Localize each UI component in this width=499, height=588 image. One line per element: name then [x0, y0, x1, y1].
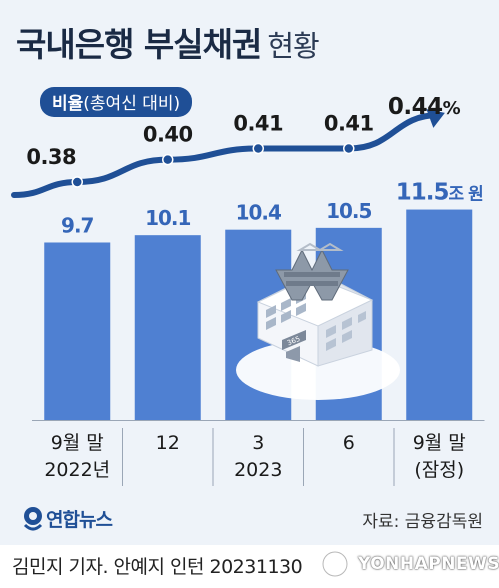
rate-value-label-1: 0.40 [143, 123, 193, 147]
yonhap-logo: 연합뉴스 [22, 503, 44, 533]
bar-value-unit: 조 원 [449, 185, 484, 205]
category-sublabel-4: (잠정) [414, 459, 464, 481]
chart-plot: 365 9.79월 말2022년10.11210.43202310.5611.5… [0, 0, 499, 500]
rate-value-label-3: 0.41 [324, 112, 374, 136]
bar-value-label-3: 10.5 [326, 199, 371, 223]
category-label-3: 6 [343, 432, 355, 454]
rate-value-unit: % [443, 98, 461, 119]
rate-marker-0 [72, 177, 82, 187]
category-label-0: 9월 말 [51, 432, 104, 454]
watermark: YONHAPNEWS [318, 548, 354, 580]
category-sublabel-2: 2023 [234, 459, 282, 481]
yonhap-logo-icon [22, 503, 44, 533]
bar-value-label-1: 10.1 [145, 206, 190, 230]
rate-marker-2 [253, 144, 263, 154]
logo-text: 연합뉴스 [46, 505, 112, 532]
rate-value-label-2: 0.41 [233, 112, 283, 136]
bar-value-label-4: 11.5조 원 [396, 180, 483, 206]
bar-4 [406, 210, 472, 420]
category-label-4: 9월 말 [413, 432, 466, 454]
bar-0 [44, 242, 110, 420]
watermark-logo-icon [318, 548, 354, 580]
category-label-1: 12 [156, 432, 180, 454]
watermark-text: YONHAPNEWS [358, 554, 499, 574]
rate-marker-3 [344, 144, 354, 154]
bar-1 [135, 235, 201, 420]
category-sublabel-0: 2022년 [44, 459, 110, 481]
rate-value-label-4: 0.44% [388, 94, 461, 120]
bar-value-label-2: 10.4 [236, 201, 281, 225]
rate-marker-1 [163, 155, 173, 165]
credit-line: 김민지 기자. 안예지 인턴 20231130 [12, 552, 302, 579]
source-note: 자료: 금융감독원 [362, 507, 483, 532]
bar-value-label-0: 9.7 [61, 213, 94, 237]
rate-value-label-0: 0.38 [26, 145, 76, 169]
category-label-2: 3 [252, 432, 264, 454]
